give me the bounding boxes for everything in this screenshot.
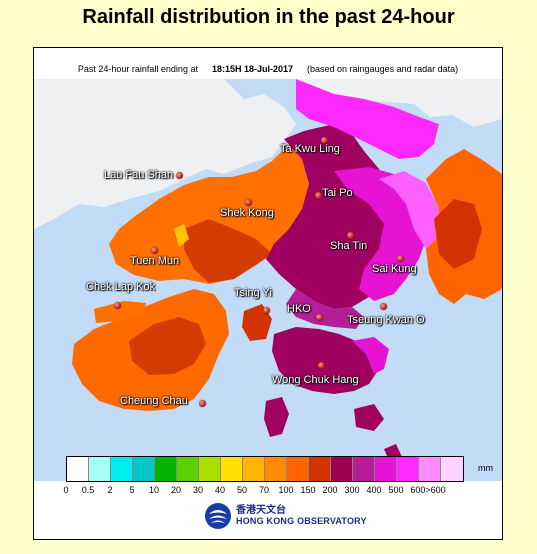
legend-tick-label: 300 xyxy=(344,485,360,495)
rain-zone-east-pink xyxy=(379,171,439,249)
legend-tick-label: 70 xyxy=(258,485,270,495)
legend-tick-label: 0.5 xyxy=(81,485,95,495)
legend-swatch xyxy=(353,457,375,481)
rain-zone-northeast xyxy=(296,79,439,159)
legend-swatch xyxy=(111,457,133,481)
station-label-cheung-chau: Cheung Chau xyxy=(120,395,188,407)
station-dot-shek-kong[interactable] xyxy=(245,199,252,206)
map-frame: Past 24-hour rainfall ending at 18:15H 18… xyxy=(33,47,503,540)
rain-zone-lamma-east xyxy=(354,404,384,431)
hko-logo: 香港天文台 HONG KONG OBSERVATORY xyxy=(204,501,367,531)
station-label-sha-tin: Sha Tin xyxy=(330,240,368,252)
rain-zone-lantau-dark xyxy=(129,317,206,375)
legend-swatch xyxy=(265,457,287,481)
station-dot-wong-chuk-hang[interactable] xyxy=(318,362,325,369)
legend-swatch xyxy=(221,457,243,481)
legend-tick-label: 20 xyxy=(170,485,182,495)
legend-swatch xyxy=(419,457,441,481)
legend-tick-label: 150 xyxy=(300,485,316,495)
legend-swatch xyxy=(397,457,419,481)
rain-zone-ntw-dark xyxy=(184,219,272,283)
rain-zone-ntw-light xyxy=(174,224,189,247)
legend-swatch xyxy=(133,457,155,481)
legend-tick-label: 5 xyxy=(129,485,135,495)
station-dot-ta-kwu-ling[interactable] xyxy=(321,137,328,144)
map-graphic xyxy=(34,79,502,463)
station-dot-tai-po[interactable] xyxy=(315,192,322,199)
legend-tick-label: 100 xyxy=(278,485,294,495)
station-dot-tuen-mun[interactable] xyxy=(151,247,158,254)
legend-tick-label: 10 xyxy=(148,485,160,495)
logo-chinese-text: 香港天文台 xyxy=(236,505,286,516)
rain-zone-kowloon xyxy=(286,289,364,329)
legend-tick-label: 600>600 xyxy=(410,485,446,495)
timestamp: 18:15H 18-Jul-2017 xyxy=(211,64,294,74)
station-label-tsing-yi: Tsing Yi xyxy=(234,287,272,299)
rainfall-map[interactable]: Ta Kwu Ling Lau Fau Shan Tai Po Shek Kon… xyxy=(34,79,502,481)
legend-swatch xyxy=(287,457,309,481)
legend-swatch xyxy=(375,457,397,481)
legend-ticks: 0 0.5 2 5 10 20 30 40 50 70 100 150 200 300 400 500 600>… xyxy=(34,485,502,497)
station-dot-sai-kung[interactable] xyxy=(397,255,404,262)
station-label-tai-po: Tai Po xyxy=(322,187,353,199)
station-label-chek-lap-kok: Chek Lap Kok xyxy=(86,281,156,293)
station-dot-tsing-yi[interactable] xyxy=(263,307,270,314)
legend-tick-label: 40 xyxy=(214,485,226,495)
station-dot-sha-tin[interactable] xyxy=(347,232,354,239)
station-label-hko: HKO xyxy=(287,303,311,315)
legend-swatch xyxy=(309,457,331,481)
rain-zone-hk-island xyxy=(272,327,379,394)
color-legend xyxy=(66,456,464,482)
mainland-area-east xyxy=(296,79,502,127)
rain-zone-east xyxy=(334,167,426,301)
logo-english-text: HONG KONG OBSERVATORY xyxy=(236,516,367,526)
subtitle-suffix: (based on raingauges and radar data) xyxy=(307,64,459,74)
legend-swatch xyxy=(155,457,177,481)
station-label-ta-kwu-ling: Ta Kwu Ling xyxy=(280,143,340,155)
legend-swatch xyxy=(177,457,199,481)
station-dot-lau-fau-shan[interactable] xyxy=(176,172,183,179)
legend-unit: mm xyxy=(478,463,493,473)
legend-tick-label: 0 xyxy=(63,485,69,495)
legend-swatch xyxy=(331,457,353,481)
station-label-lau-fau-shan: Lau Fau Shan xyxy=(104,169,174,181)
station-label-tseung-kwan-o: Tseung Kwan O xyxy=(347,314,425,326)
map-subtitle: Past 24-hour rainfall ending at 18:15H 18… xyxy=(34,64,502,74)
legend-tick-label: 50 xyxy=(236,485,248,495)
mainland-area xyxy=(34,79,296,229)
airport-island xyxy=(94,301,146,323)
legend-swatch xyxy=(243,457,265,481)
station-dot-hko[interactable] xyxy=(316,314,323,321)
page-title: Rainfall distribution in the past 24-hou… xyxy=(82,6,455,28)
station-label-shek-kong: Shek Kong xyxy=(220,207,274,219)
legend-swatch xyxy=(89,457,111,481)
station-dot-cheung-chau[interactable] xyxy=(199,400,206,407)
station-dot-tseung-kwan-o[interactable] xyxy=(380,303,387,310)
rain-zone-saikung-dark xyxy=(434,199,482,269)
station-label-wong-chuk-hang: Wong Chuk Hang xyxy=(272,374,359,386)
legend-tick-label: 30 xyxy=(192,485,204,495)
legend-tick-label: 400 xyxy=(366,485,382,495)
legend-swatch xyxy=(199,457,221,481)
rain-zone-hk-island-pink xyxy=(352,337,389,374)
legend-tick-label: 500 xyxy=(388,485,404,495)
legend-tick-label: 2 xyxy=(107,485,113,495)
subtitle-prefix: Past 24-hour rainfall ending at xyxy=(77,64,198,74)
station-label-tuen-mun: Tuen Mun xyxy=(130,255,180,267)
legend-tick-label: 200 xyxy=(322,485,338,495)
station-dot-chek-lap-kok[interactable] xyxy=(114,302,121,309)
rain-zone-lamma xyxy=(264,397,289,437)
station-label-sai-kung: Sai Kung xyxy=(372,263,417,275)
hko-emblem-icon xyxy=(205,503,231,529)
legend-swatch xyxy=(441,457,463,481)
legend-swatch xyxy=(67,457,89,481)
